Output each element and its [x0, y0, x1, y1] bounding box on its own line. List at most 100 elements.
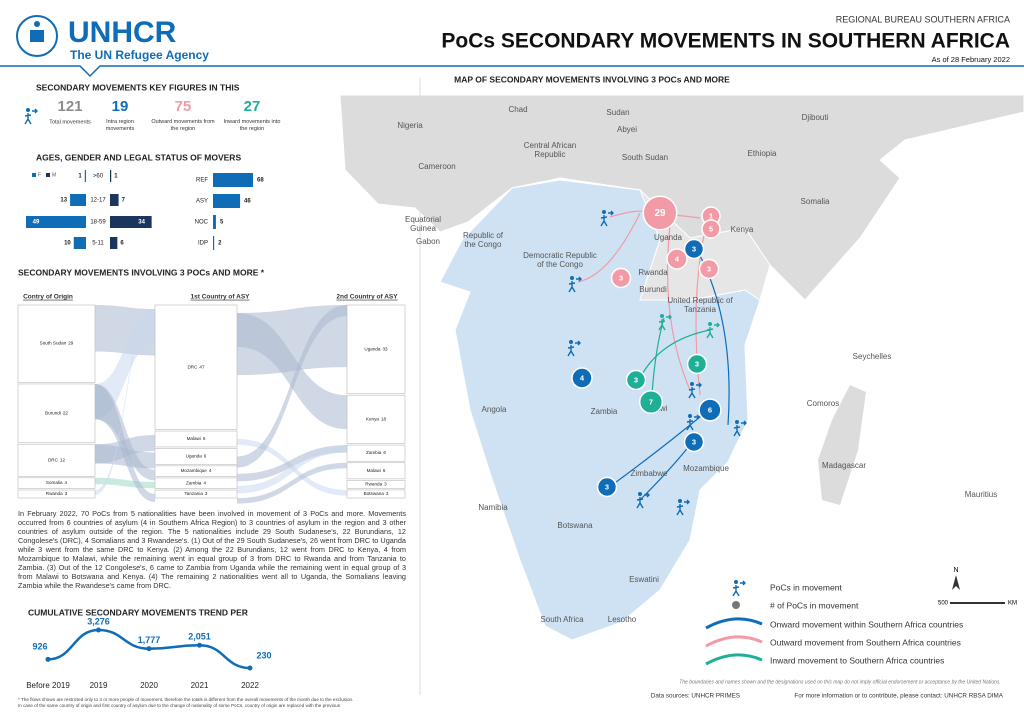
- node-name: Botswana: [364, 491, 385, 496]
- trend-point: [146, 646, 152, 652]
- node-label: Rwanda 3: [365, 482, 387, 487]
- icon-head: [570, 276, 574, 280]
- person-icon: [636, 492, 650, 509]
- bubble-label: 4: [580, 373, 585, 382]
- sankey-node: [346, 394, 406, 444]
- node-label: Zambia 6: [366, 450, 386, 455]
- legend-label: M: [52, 172, 56, 178]
- node-name: Kenya: [366, 417, 379, 422]
- node-name: Mozambique: [181, 468, 208, 473]
- logo: [16, 15, 58, 57]
- x-label: 2021: [191, 681, 209, 690]
- node-value: 33: [382, 347, 388, 352]
- node-name: Uganda: [186, 454, 203, 459]
- bar-label: 1: [78, 174, 82, 180]
- status-label: IDP: [198, 241, 208, 247]
- node-name: DRC: [187, 364, 198, 369]
- node-value: 22: [63, 411, 69, 416]
- icon-body: [636, 492, 650, 509]
- bar-label: 6: [120, 241, 124, 247]
- bar: [70, 194, 86, 206]
- country-label: Somalia: [801, 197, 830, 206]
- node-label: Uganda 33: [364, 347, 388, 352]
- scale-distance: 500: [938, 601, 949, 607]
- status-label: NOC: [195, 220, 209, 226]
- icon-body: [706, 322, 720, 339]
- country-label: Uganda: [654, 233, 683, 242]
- node-name: Malawi: [187, 436, 201, 441]
- legend-outward-line: [705, 635, 763, 648]
- node-value: 4: [209, 468, 212, 473]
- node-value: 4: [65, 480, 68, 485]
- country-label: Djibouti: [802, 113, 829, 122]
- icon-head: [735, 420, 739, 424]
- node-label: Zambia 4: [186, 480, 206, 485]
- sankey-node: [346, 444, 406, 462]
- bubble-label: 3: [605, 482, 609, 491]
- bubble-label: 3: [692, 244, 696, 253]
- person-icon: [686, 414, 700, 431]
- icon-body: [733, 420, 747, 437]
- bubble: [638, 389, 664, 415]
- node-name: Zambia: [186, 480, 202, 485]
- sankey-node: [17, 443, 96, 477]
- person-icon: [732, 580, 746, 597]
- country-label: Mauritius: [965, 490, 997, 499]
- node-value: 18: [381, 417, 387, 422]
- legend-inward-line: [705, 653, 763, 666]
- bar: [213, 194, 241, 208]
- node-label: Malawi 6: [187, 436, 206, 441]
- column-header: Contry of Origin: [23, 294, 73, 301]
- bar-label: 46: [244, 199, 251, 205]
- legend-swatch: [32, 173, 36, 177]
- sankey-node: [154, 489, 238, 499]
- node-name: South Sudan: [40, 341, 67, 346]
- node-name: Malawi: [367, 468, 381, 473]
- node-name: Rwanda: [46, 491, 63, 496]
- node-label: DRC 12: [48, 457, 66, 462]
- figure-value: 27: [244, 98, 261, 115]
- bar: [26, 216, 86, 228]
- sankey-node: [154, 465, 238, 477]
- x-label: 2022: [241, 681, 259, 690]
- north-label: N: [953, 567, 958, 574]
- sankey-node: [17, 477, 96, 489]
- node-value: 6: [383, 468, 386, 473]
- madagascar: [818, 385, 866, 505]
- person-icon: [733, 420, 747, 437]
- bar: [110, 194, 119, 206]
- icon-body: [688, 382, 702, 399]
- bar-label: 7: [122, 198, 126, 204]
- icon-body: [658, 314, 672, 331]
- legend-pocs: PoCs in movement: [770, 582, 842, 592]
- north-arrow: [952, 575, 960, 590]
- bar-label: 34: [138, 220, 145, 226]
- bubble: [610, 267, 632, 289]
- bubble-label: 3: [634, 375, 638, 384]
- bubble-label: 1: [709, 211, 713, 220]
- node-value: 47: [199, 364, 205, 369]
- person-icon: [600, 210, 614, 227]
- bubble: [666, 248, 688, 270]
- node-value: 6: [203, 436, 206, 441]
- icon-body: [568, 276, 582, 293]
- legend-outward: Outward movement from Southern Africa co…: [770, 637, 961, 647]
- status-label: ASY: [196, 199, 208, 205]
- node-value: 3: [384, 482, 387, 487]
- trend-point: [197, 642, 202, 648]
- bubble-label: 5: [709, 224, 713, 233]
- figure-value: 75: [175, 98, 192, 115]
- person-icon: [676, 499, 690, 516]
- bubble-label: 3: [707, 264, 711, 273]
- country-label: Madagascar: [822, 461, 866, 470]
- bubble: [683, 238, 705, 260]
- node-name: Burundi: [45, 411, 61, 416]
- person-icon: [688, 382, 702, 399]
- footnote: * The flows shown are restricted only to…: [18, 697, 448, 709]
- figure-label: Intra region movements: [106, 119, 135, 132]
- org: UNHCR: [68, 16, 177, 49]
- sankey-flow: [237, 445, 347, 494]
- trend-point: [45, 656, 51, 662]
- bar: [213, 215, 216, 229]
- sankey-node: [346, 304, 406, 395]
